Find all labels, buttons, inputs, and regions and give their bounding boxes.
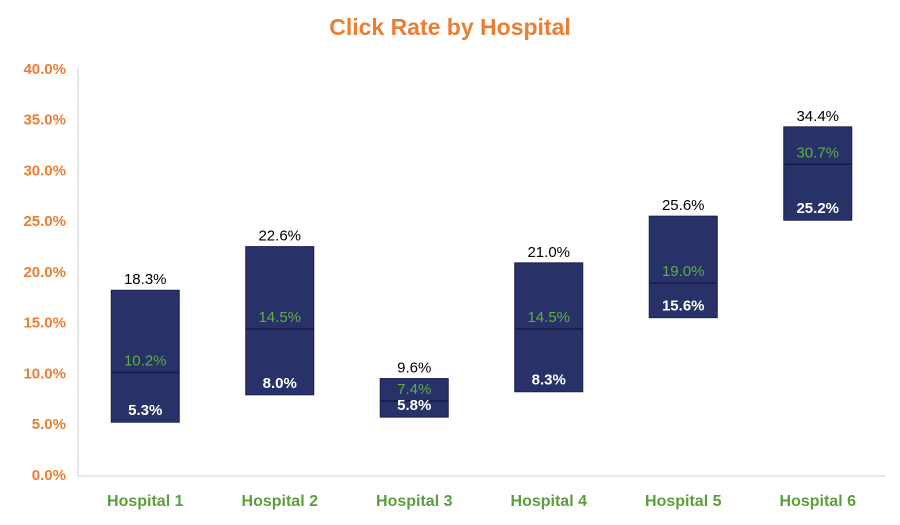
low-label: 5.3% (128, 402, 162, 419)
y-tick-label: 30.0% (23, 162, 66, 179)
x-tick-label: Hospital 1 (107, 493, 184, 510)
y-tick-label: 10.0% (23, 365, 66, 382)
box (783, 126, 853, 221)
y-tick-label: 20.0% (23, 264, 66, 281)
median-label: 30.7% (796, 144, 839, 161)
low-label: 8.0% (263, 375, 297, 392)
x-tick-label: Hospital 3 (376, 493, 453, 510)
high-label: 22.6% (258, 228, 301, 245)
box (245, 246, 315, 396)
y-tick-label: 0.0% (32, 467, 66, 484)
y-tick-label: 35.0% (23, 112, 66, 129)
median-label: 14.5% (527, 309, 570, 326)
high-label: 25.6% (662, 197, 705, 214)
y-tick-label: 25.0% (23, 213, 66, 230)
box (379, 378, 449, 418)
median-label: 14.5% (258, 309, 301, 326)
box (110, 289, 180, 423)
y-tick-label: 15.0% (23, 315, 66, 332)
high-label: 34.4% (796, 108, 839, 125)
low-label: 25.2% (796, 200, 839, 217)
median-label: 7.4% (397, 381, 431, 398)
y-tick-label: 5.0% (32, 416, 66, 433)
box (648, 215, 718, 319)
high-label: 18.3% (124, 271, 167, 288)
high-label: 9.6% (397, 360, 431, 377)
median-label: 19.0% (662, 263, 705, 280)
low-label: 15.6% (662, 298, 705, 315)
box (514, 262, 584, 393)
low-label: 8.3% (532, 372, 566, 389)
x-tick-label: Hospital 4 (511, 493, 588, 510)
x-tick-label: Hospital 5 (645, 493, 722, 510)
low-label: 5.8% (397, 397, 431, 414)
x-tick-label: Hospital 2 (242, 493, 319, 510)
x-tick-label: Hospital 6 (780, 493, 857, 510)
y-tick-label: 40.0% (23, 61, 66, 78)
chart-title: Click Rate by Hospital (329, 14, 571, 40)
median-label: 10.2% (124, 352, 167, 369)
high-label: 21.0% (527, 244, 570, 261)
